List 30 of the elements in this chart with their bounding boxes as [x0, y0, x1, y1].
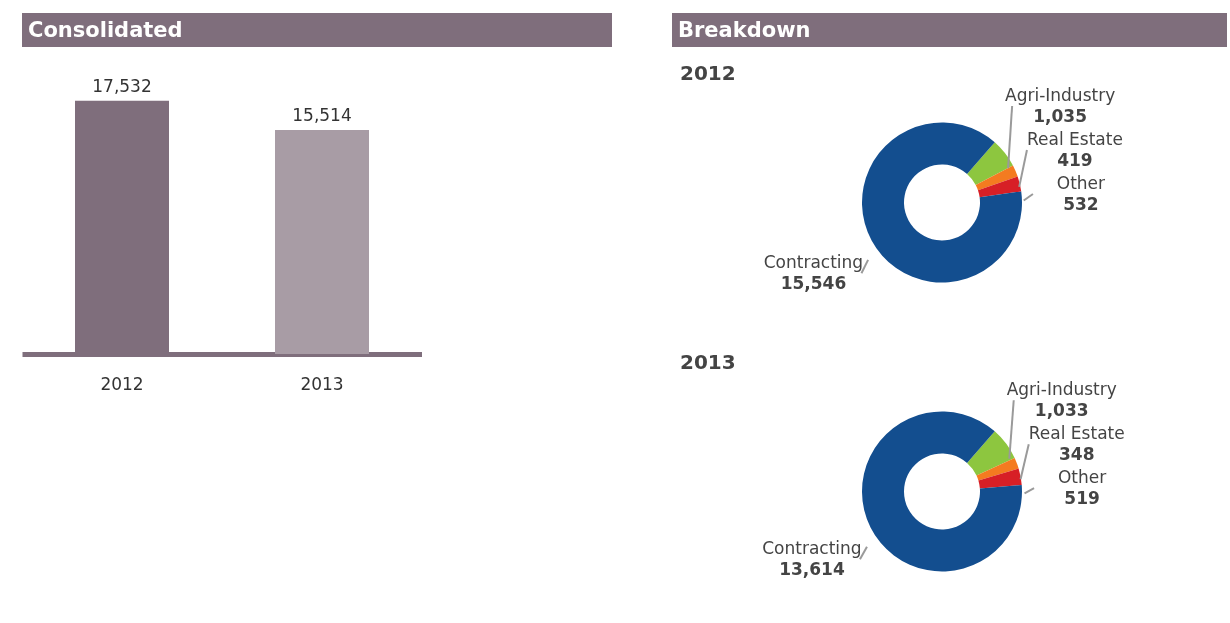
slice-label: Real Estate	[1027, 128, 1123, 149]
data-label: 13,614	[779, 559, 845, 580]
donut-slice	[967, 142, 1013, 185]
slice-label: Other	[1057, 467, 1107, 488]
chart-title: Consolidated	[22, 13, 612, 47]
donut-slice	[976, 457, 1019, 481]
donut-slice	[967, 431, 1015, 476]
chart-subtitle: 2012	[680, 61, 737, 85]
donut-slice	[975, 165, 1018, 191]
slice-label: Real Estate	[1028, 423, 1125, 444]
data-label: 1,033	[1034, 400, 1089, 421]
data-label: 1,035	[1033, 105, 1087, 126]
chart-title: Breakdown	[672, 13, 1227, 47]
data-label: 519	[1064, 488, 1100, 509]
donut-slice	[862, 411, 1022, 572]
slice-label: Other	[1056, 172, 1106, 193]
data-label: 348	[1058, 444, 1095, 465]
data-label: 532	[1063, 193, 1099, 214]
slice-label: Contracting	[762, 538, 862, 559]
data-label: 15,514	[292, 104, 352, 125]
slice-label: Agri-Industry	[1006, 379, 1117, 400]
slice-label: Agri-Industry	[1005, 84, 1116, 105]
donut-slice	[862, 122, 1022, 283]
slice-label: Contracting	[763, 252, 864, 273]
data-label: 15,546	[780, 273, 847, 294]
donut-slice	[978, 468, 1022, 489]
data-label: 17,532	[92, 75, 152, 96]
chart-subtitle: 2013	[680, 350, 737, 374]
data-label: 419	[1057, 149, 1093, 170]
donut-slice	[977, 176, 1022, 198]
